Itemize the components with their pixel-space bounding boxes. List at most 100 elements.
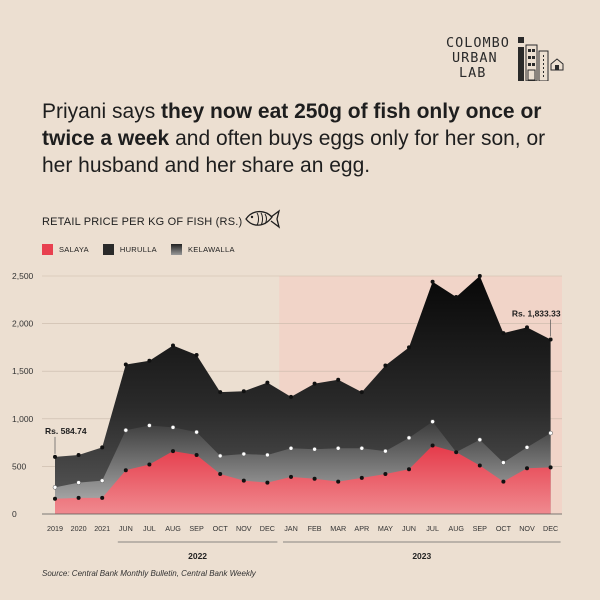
point-hurulla — [288, 446, 294, 451]
logo-buildings-icon — [518, 37, 564, 81]
point-salaya — [359, 475, 364, 480]
point-hurulla — [430, 419, 435, 424]
point-kelawalla — [336, 377, 341, 382]
legend-item-kelawalla: KELAWALLA — [171, 243, 235, 255]
point-kelawalla — [312, 381, 317, 386]
point-hurulla — [335, 446, 341, 451]
headline-emphasis: they now eat 250g of fish only once or t… — [42, 100, 542, 150]
legend-item-salaya: SALAYA — [42, 243, 89, 255]
point-kelawalla — [454, 294, 459, 299]
x-tick-label: JUN — [402, 524, 416, 533]
point-hurulla — [76, 480, 81, 485]
x-tick-label: APR — [354, 524, 369, 533]
point-kelawalla — [194, 353, 199, 358]
point-kelawalla — [53, 454, 57, 459]
source-note: Source: Central Bank Monthly Bulletin, C… — [42, 569, 256, 578]
x-tick-label: DEC — [260, 524, 275, 533]
point-salaya — [383, 472, 388, 477]
point-kelawalla — [430, 279, 435, 284]
point-kelawalla — [171, 343, 175, 348]
point-salaya — [477, 463, 482, 468]
point-salaya — [171, 449, 175, 454]
point-hurulla — [501, 460, 506, 465]
x-tick-label: SEP — [473, 524, 488, 533]
fish-icon — [245, 209, 281, 229]
fish-price-chart: 0 500 1,000 1,500 2,000 2,500 2019 2020 2021 JUN J… — [12, 271, 562, 561]
point-hurulla — [217, 453, 223, 459]
x-tick-label: FEB — [308, 524, 322, 533]
year-group-label: 2022 — [188, 551, 207, 561]
point-hurulla — [241, 451, 247, 457]
headline: Priyani says they now eat 250g of fish o… — [42, 98, 562, 179]
area-salaya — [55, 445, 551, 514]
point-kelawalla — [359, 390, 364, 395]
x-tick-label: AUG — [448, 524, 464, 533]
x-tick-label: MAY — [378, 524, 393, 533]
point-hurulla — [194, 429, 199, 435]
point-salaya — [501, 479, 506, 484]
point-salaya — [265, 480, 270, 485]
x-tick-label: JUN — [119, 524, 133, 533]
x-tick-label: JUL — [426, 524, 439, 533]
legend-label-salaya: SALAYA — [59, 244, 89, 254]
point-kelawalla — [265, 380, 270, 385]
y-tick-label: 500 — [12, 461, 26, 471]
value-annotation: Rs. 1,833.33 — [512, 308, 561, 318]
x-tick-label: 2021 — [94, 524, 110, 533]
point-hurulla — [265, 452, 270, 458]
logo-line-2: URBAN — [452, 50, 498, 66]
x-tick-label: 2019 — [47, 524, 63, 533]
colombo-urban-lab-logo: COLOMBO URBAN LAB — [446, 36, 570, 92]
point-kelawalla — [525, 325, 529, 330]
x-tick-label: DEC — [543, 524, 558, 533]
point-hurulla — [312, 447, 317, 452]
point-kelawalla — [383, 363, 388, 368]
x-tick-label: NOV — [519, 524, 535, 533]
value-annotation: Rs. 584.74 — [45, 426, 87, 436]
point-kelawalla — [147, 358, 152, 363]
x-tick-label: OCT — [213, 524, 229, 533]
chart-legend: SALAYA HURULLA KELAWALLA — [42, 242, 249, 256]
x-tick-label: NOV — [236, 524, 252, 533]
point-hurulla — [524, 445, 530, 450]
logo-line-3: LAB — [459, 65, 487, 81]
point-salaya — [289, 474, 293, 479]
point-kelawalla — [407, 345, 411, 350]
point-salaya — [312, 476, 317, 481]
point-kelawalla — [477, 274, 482, 278]
x-tick-label: JUL — [143, 524, 156, 533]
y-tick-label: 1,000 — [12, 414, 34, 424]
point-salaya — [336, 479, 341, 484]
point-salaya — [53, 496, 57, 501]
point-kelawalla — [289, 394, 293, 399]
chart-title: RETAIL PRICE PER KG OF FISH (RS.) — [42, 216, 243, 228]
x-tick-label: SEP — [189, 524, 204, 533]
point-kelawalla — [501, 331, 506, 336]
point-kelawalla — [548, 337, 553, 342]
point-kelawalla — [100, 445, 105, 450]
legend-item-hurulla: HURULLA — [102, 243, 157, 255]
point-salaya — [454, 450, 459, 455]
point-salaya — [218, 472, 223, 477]
legend-swatch-hurulla — [102, 243, 114, 255]
point-salaya — [100, 495, 105, 500]
point-salaya — [525, 466, 529, 471]
point-kelawalla — [123, 362, 128, 367]
x-tick-label: JAN — [284, 524, 298, 533]
point-hurulla — [170, 425, 176, 430]
y-tick-label: 0 — [12, 509, 17, 519]
point-salaya — [407, 467, 411, 472]
point-hurulla — [52, 485, 58, 490]
y-tick-label: 1,500 — [12, 366, 34, 376]
point-salaya — [123, 468, 128, 473]
point-hurulla — [99, 478, 105, 483]
point-salaya — [241, 478, 246, 483]
point-hurulla — [147, 423, 152, 428]
point-salaya — [147, 462, 152, 467]
point-kelawalla — [76, 452, 81, 457]
point-hurulla — [359, 446, 365, 451]
point-kelawalla — [218, 390, 223, 395]
year-group-label: 2023 — [412, 551, 431, 561]
legend-swatch-salaya — [42, 243, 53, 255]
legend-label-hurulla: HURULLA — [119, 244, 157, 254]
